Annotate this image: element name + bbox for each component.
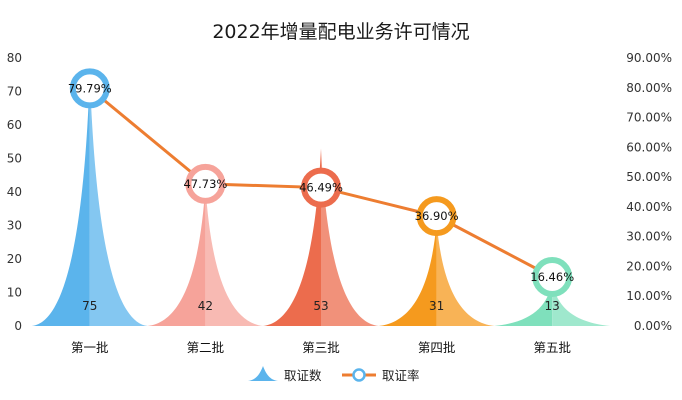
right-axis-tick-label: 70.00% — [626, 111, 672, 125]
bar-peak-left — [31, 74, 90, 326]
rate-data-label: 36.90% — [415, 209, 459, 223]
bar-peak-right — [205, 185, 264, 326]
category-label: 第三批 — [302, 340, 340, 355]
left-axis-tick-label: 10 — [7, 286, 22, 300]
left-axis-tick-label: 70 — [7, 85, 22, 99]
left-axis-tick-label: 0 — [14, 319, 22, 333]
bar-peak-left — [378, 222, 437, 326]
data-labels: 79.79% 47.73% 46.49% 36.90% 16.46% 75 42 53 31 13 — [68, 81, 574, 313]
right-axis-tick-label: 90.00% — [626, 51, 672, 65]
category-label: 第一批 — [71, 340, 109, 355]
right-axis-tick-label: 80.00% — [626, 81, 672, 95]
rate-data-label: 47.73% — [183, 177, 227, 191]
left-axis-tick-label: 60 — [7, 118, 22, 132]
category-label: 第二批 — [187, 340, 225, 355]
bar-series — [31, 74, 611, 326]
legend-label: 取证数 — [284, 368, 322, 383]
rate-data-label: 46.49% — [299, 181, 343, 195]
left-axis-tick-label: 80 — [7, 51, 22, 65]
right-axis-tick-label: 20.00% — [626, 259, 672, 273]
rate-marker — [69, 68, 110, 109]
left-axis-tick-label: 50 — [7, 152, 22, 166]
right-axis-tick-label: 10.00% — [626, 289, 672, 303]
bar-data-label: 75 — [82, 299, 97, 313]
legend-peak-symbol — [248, 366, 278, 381]
category-axis-labels: 第一批 第二批 第三批 第四批 第五批 — [71, 340, 571, 355]
bar-peak-left — [494, 282, 553, 326]
right-axis-tick-label: 50.00% — [626, 170, 672, 184]
legend-circle-symbol — [352, 368, 366, 382]
rate-data-label: 79.79% — [68, 81, 112, 95]
chart-title: 2022年增量配电业务许可情况 — [212, 21, 469, 43]
bar-peak-left — [147, 185, 206, 326]
legend: 取证数 取证率 — [248, 366, 420, 383]
bar-peak-right — [89, 74, 148, 326]
right-axis-tick-label: 0.00% — [634, 319, 672, 333]
rate-marker — [185, 163, 226, 204]
right-axis-tick-label: 30.00% — [626, 230, 672, 244]
rate-marker — [301, 167, 341, 208]
bar-peak-left — [263, 148, 321, 326]
rate-line-series — [69, 68, 573, 297]
right-axis-tick-label: 40.00% — [626, 200, 672, 214]
left-axis-ticks: 0 10 20 30 40 50 60 70 80 — [7, 51, 22, 333]
category-label: 第四批 — [418, 340, 456, 355]
bar-data-label: 42 — [198, 299, 213, 313]
rate-marker — [416, 196, 457, 237]
bar-data-label: 13 — [545, 299, 560, 313]
rate-data-label: 16.46% — [530, 270, 574, 284]
right-axis-ticks: 0.00% 10.00% 20.00% 30.00% 40.00% 50.00% 60.00… — [626, 51, 672, 333]
bar-data-label: 53 — [313, 299, 328, 313]
left-axis-tick-label: 30 — [7, 219, 22, 233]
bar-peak-right — [552, 282, 611, 326]
bar-data-label: 31 — [429, 299, 444, 313]
right-axis-tick-label: 60.00% — [626, 140, 672, 154]
legend-label: 取证率 — [382, 368, 420, 383]
category-label: 第五批 — [533, 340, 571, 355]
left-axis-tick-label: 20 — [7, 252, 22, 266]
bar-peak-right — [321, 148, 379, 326]
bar-peak-right — [436, 222, 495, 326]
rate-marker — [532, 256, 573, 297]
left-axis-tick-label: 40 — [7, 185, 22, 199]
